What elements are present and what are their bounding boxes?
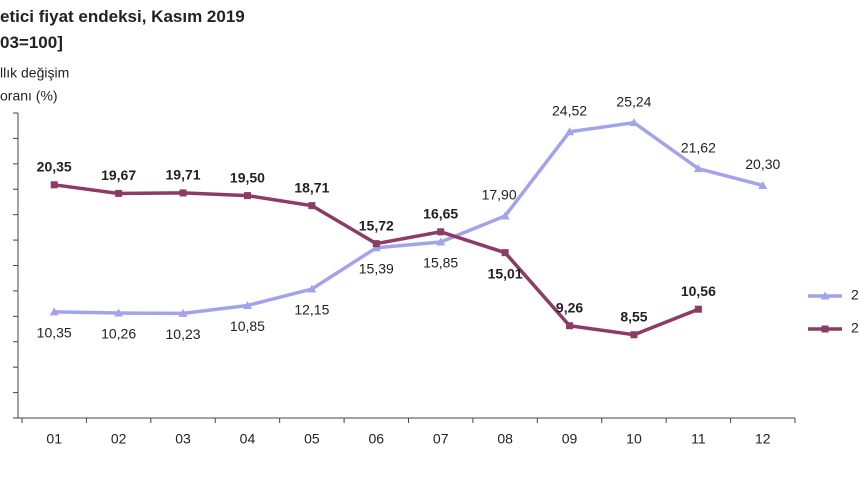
chart-subtitle: 03=100] [0,33,63,52]
point-marker [437,228,445,236]
series-line [54,120,764,316]
point-marker [820,291,830,300]
point-marker [758,180,768,189]
x-tick-label: 07 [433,431,449,447]
x-tick-label: 08 [497,431,513,447]
data-label: 10,35 [37,325,72,341]
point-marker [501,249,509,257]
x-tick-label: 01 [46,431,62,447]
point-marker [821,325,829,333]
y-axis-label: oranı (%) [0,88,58,104]
point-marker [307,284,317,293]
x-tick-label: 10 [626,431,642,447]
point-marker [114,308,124,317]
x-tick-label: 02 [111,431,127,447]
point-marker [372,240,380,248]
point-marker [693,164,703,173]
data-label: 19,50 [230,169,265,185]
x-tick-label: 11 [691,431,706,447]
data-label: 20,35 [37,159,72,175]
data-label: 15,39 [359,261,394,277]
point-marker [566,322,574,330]
point-marker [371,243,381,252]
data-label: 8,55 [620,308,647,324]
legend-label: 2 [851,320,859,336]
data-label: 16,65 [423,206,458,222]
legend-label: 2 [851,287,859,303]
point-marker [178,308,188,317]
data-label: 12,15 [294,302,329,318]
point-marker [436,237,446,246]
point-marker [308,202,316,210]
x-tick-label: 09 [562,431,578,447]
point-marker [500,211,510,220]
data-label: 10,26 [101,326,136,342]
data-label: 17,90 [482,187,517,203]
data-label: 25,24 [616,93,651,109]
data-label: 19,67 [101,167,136,183]
point-marker [629,118,639,127]
point-marker [242,301,252,310]
data-label: 15,85 [423,255,458,271]
data-label: 10,23 [166,326,201,342]
point-marker [50,181,58,189]
data-label: 10,56 [681,283,716,299]
x-tick-label: 03 [175,431,191,447]
data-label: 10,85 [230,318,265,334]
x-tick-label: 06 [369,431,385,447]
data-label: 24,52 [552,103,587,119]
point-marker [115,189,123,197]
point-marker [630,331,638,339]
data-label: 19,71 [166,167,201,183]
x-tick-label: 12 [755,431,771,447]
data-label: 15,72 [359,217,394,233]
chart-title: etici fiyat endeksi, Kasım 2019 [0,7,245,26]
data-label: 20,30 [745,156,780,172]
data-label: 15,01 [488,265,523,281]
point-marker [565,127,575,136]
y-axis-label: llık değişim [0,65,69,81]
point-marker [49,307,59,316]
data-label: 21,62 [681,139,716,155]
point-marker [179,189,187,197]
x-tick-label: 05 [304,431,320,447]
x-tick-label: 04 [240,431,256,447]
point-marker [694,305,702,313]
data-label: 9,26 [556,299,583,315]
data-label: 18,71 [294,179,329,195]
point-marker [243,192,251,200]
